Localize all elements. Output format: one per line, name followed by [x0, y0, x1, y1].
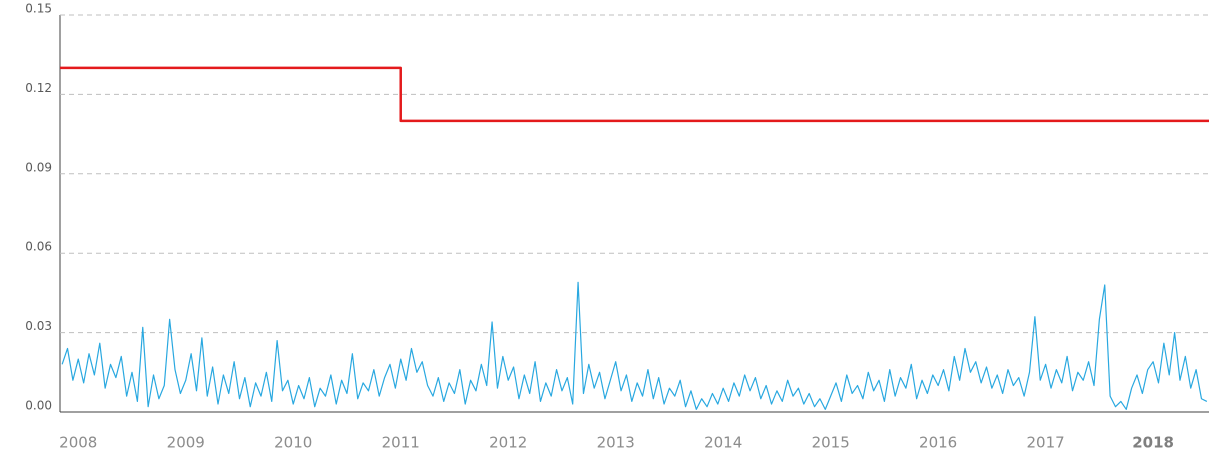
x-tick-label: 2013 — [597, 434, 635, 452]
y-tick-label: 0.09 — [25, 160, 52, 174]
x-tick-label: 2008 — [59, 434, 97, 452]
x-tick-label: 2014 — [704, 434, 742, 452]
y-tick-label: 0.06 — [25, 240, 52, 254]
series-line — [60, 66, 1209, 123]
x-tick-label: 2016 — [919, 434, 957, 452]
x-tick-label: 2011 — [382, 434, 420, 452]
x-tick-label: 2017 — [1027, 434, 1065, 452]
x-tick-label: 2015 — [812, 434, 850, 452]
x-tick-label: 2009 — [167, 434, 205, 452]
y-tick-label: 0.03 — [25, 319, 52, 333]
x-tick-label: 2018 — [1132, 434, 1174, 452]
x-tick-label: 2012 — [489, 434, 527, 452]
y-tick-label: 0.00 — [25, 399, 52, 413]
y-tick-label: 0.15 — [25, 2, 52, 16]
series-line — [61, 281, 1208, 410]
y-tick-label: 0.12 — [25, 81, 52, 95]
x-tick-label: 2010 — [274, 434, 312, 452]
